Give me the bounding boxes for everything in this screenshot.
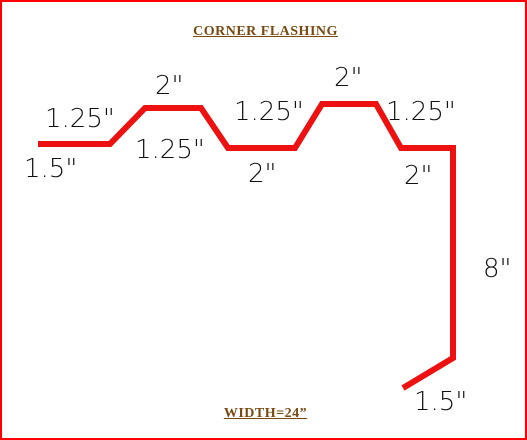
dim-label-2-first-bottom: 2" bbox=[248, 159, 277, 189]
dim-label-1-5-left: 1.5" bbox=[24, 154, 77, 184]
dim-label-1-25-third-slope: 1.25" bbox=[234, 97, 304, 127]
flashing-profile-line bbox=[38, 101, 456, 391]
dim-label-1-25-fourth-slope: 1.25" bbox=[386, 97, 456, 127]
dim-label-1-25-second-slope: 1.25" bbox=[135, 135, 205, 165]
diagram-title: CORNER FLASHING bbox=[193, 24, 338, 39]
dim-label-2-second-top: 2" bbox=[334, 63, 363, 93]
dim-label-2-second-bottom: 2" bbox=[404, 161, 433, 191]
width-caption: WIDTH=24” bbox=[223, 406, 308, 421]
dim-label-8-vertical: 8" bbox=[483, 254, 512, 284]
dim-label-2-first-top: 2" bbox=[155, 71, 184, 101]
dim-label-1-25-first-slope: 1.25" bbox=[45, 104, 115, 134]
dim-label-1-5-hem: 1.5" bbox=[414, 387, 467, 417]
